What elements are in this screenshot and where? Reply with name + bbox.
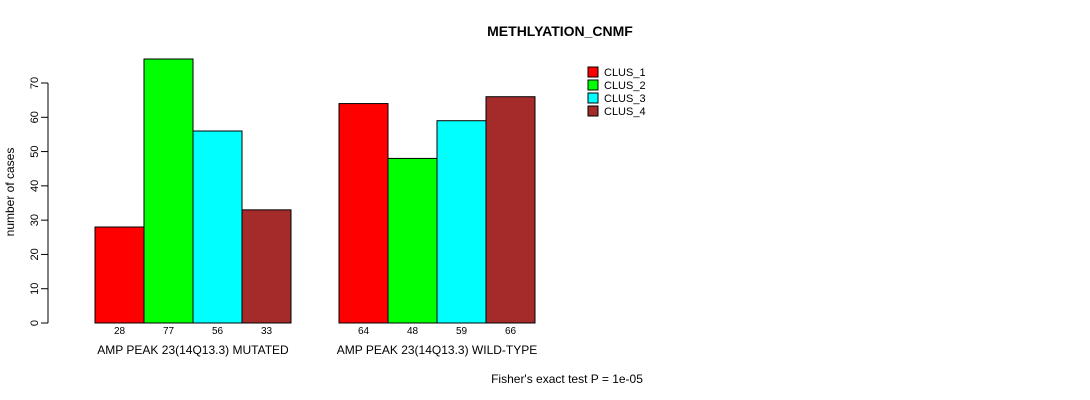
y-tick-label-0: 0 (29, 320, 41, 326)
legend-swatch-clus_1 (587, 66, 599, 78)
y-tick-label-70: 70 (29, 77, 41, 89)
y-axis-label: number of cases (3, 148, 17, 237)
chart-title: METHLYATION_CNMF (487, 23, 633, 39)
bar-count-clus_1-group-1: 28 (114, 326, 126, 337)
bar-clus_1-group-2 (338, 103, 389, 324)
bar-clus_3-group-1 (192, 130, 243, 324)
bar-count-clus_3-group-2: 59 (456, 326, 468, 337)
legend-label-clus_1: CLUS_1 (604, 67, 646, 79)
legend-swatch-clus_4 (587, 105, 599, 117)
y-ticks: 0 10 20 30 40 50 60 70 (29, 77, 48, 326)
group-label-2: AMP PEAK 23(14Q13.3) WILD-TYPE (337, 343, 538, 357)
bar-count-clus_2-group-1: 77 (163, 326, 175, 337)
bar-count-clus_2-group-2: 48 (407, 326, 419, 337)
bar-count-clus_4-group-1: 33 (261, 326, 273, 337)
bar-clus_4-group-2 (485, 96, 536, 324)
count-labels: 28 77 56 33 64 48 59 66 (114, 326, 517, 337)
bar-clus_2-group-1 (143, 58, 194, 324)
group-label-1: AMP PEAK 23(14Q13.3) MUTATED (97, 343, 289, 357)
y-tick-label-30: 30 (29, 214, 41, 226)
y-tick-label-60: 60 (29, 111, 41, 123)
bars (94, 58, 536, 324)
bar-clus_4-group-1 (241, 209, 292, 324)
y-tick-label-50: 50 (29, 145, 41, 157)
y-tick-label-20: 20 (29, 248, 41, 260)
y-tick-label-10: 10 (29, 283, 41, 295)
legend-label-clus_3: CLUS_3 (604, 93, 646, 105)
y-tick-label-40: 40 (29, 180, 41, 192)
group-labels: AMP PEAK 23(14Q13.3) MUTATED AMP PEAK 23(… (97, 343, 537, 357)
bar-count-clus_4-group-2: 66 (505, 326, 517, 337)
bar-clus_3-group-2 (436, 120, 487, 324)
bar-clus_1-group-1 (94, 226, 145, 324)
bar-count-clus_3-group-1: 56 (212, 326, 224, 337)
legend-swatch-clus_3 (587, 92, 599, 104)
legend-label-clus_4: CLUS_4 (604, 106, 646, 118)
bar-clus_2-group-2 (387, 157, 438, 324)
legend-swatch-clus_2 (587, 79, 599, 91)
bar-count-clus_1-group-2: 64 (358, 326, 370, 337)
fisher-test-annotation: Fisher's exact test P = 1e-05 (491, 372, 643, 386)
legend-label-clus_2: CLUS_2 (604, 80, 646, 92)
